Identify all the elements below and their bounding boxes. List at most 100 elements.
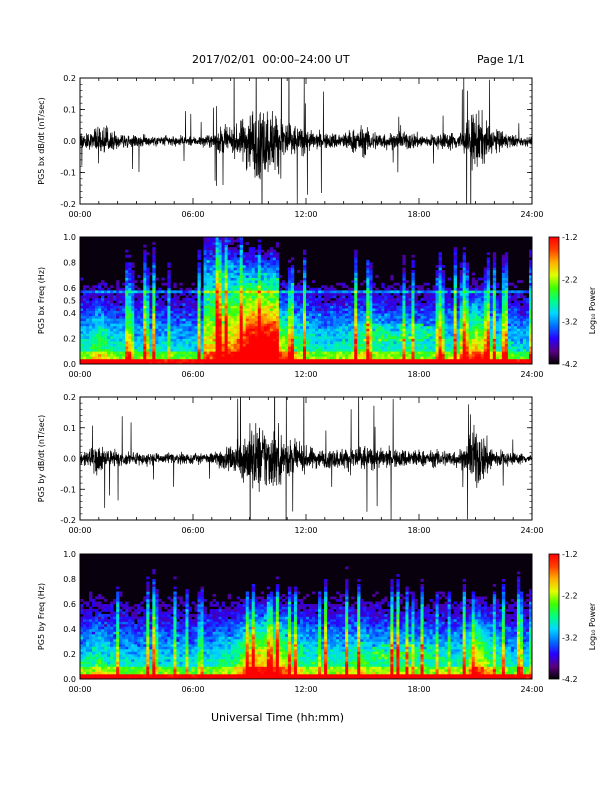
spectrogram-cell xyxy=(227,336,231,339)
spectrogram-cell xyxy=(405,353,409,357)
spectrogram-cell xyxy=(98,305,102,309)
spectrogram-cell xyxy=(471,272,476,276)
spectrogram-cell xyxy=(281,308,286,311)
spectrogram-cell xyxy=(339,282,343,286)
spectrogram-cell xyxy=(339,328,343,332)
spectrogram-cell xyxy=(128,308,132,311)
spectrogram-cell xyxy=(293,351,298,355)
spectrogram-cell xyxy=(104,325,108,329)
spectrogram-cell xyxy=(116,285,120,289)
spectrogram-cell xyxy=(116,308,120,311)
spectrogram-cell xyxy=(369,333,373,337)
spectrogram-cell xyxy=(86,351,90,355)
spectrogram-cell xyxy=(387,313,391,317)
spectrogram-cell xyxy=(131,297,135,301)
spectrogram-cell xyxy=(411,275,415,278)
spectrogram-cell xyxy=(206,325,210,329)
spectrogram-cell xyxy=(315,328,319,332)
spectrogram-cell xyxy=(257,275,262,278)
spectrogram-cell xyxy=(420,305,424,309)
spectrogram-cell xyxy=(312,323,316,327)
spectrogram-cell xyxy=(281,305,286,309)
spectrogram-cell xyxy=(275,353,280,357)
spectrogram-cell xyxy=(242,275,247,278)
spectrogram-cell xyxy=(345,343,349,347)
spectrogram-cell xyxy=(116,356,120,360)
spectrogram-cell xyxy=(170,341,174,344)
spectrogram-cell xyxy=(269,295,274,299)
spectrogram-cell xyxy=(224,287,228,291)
spectrogram-cell xyxy=(333,290,337,294)
spectrogram-cell xyxy=(444,356,448,360)
spectrogram-cell xyxy=(447,330,451,334)
spectrogram-cell xyxy=(471,280,476,284)
spectrogram-cell xyxy=(408,300,412,304)
spectrogram-cell xyxy=(281,341,286,344)
spectrogram-cell xyxy=(396,297,400,301)
spectrogram-cell xyxy=(212,315,216,319)
spectrogram-cell xyxy=(122,303,126,306)
spectrogram-cell xyxy=(260,295,265,299)
spectrogram-cell xyxy=(89,338,93,342)
spectrogram-cell xyxy=(233,310,237,314)
spectrogram-cell xyxy=(251,333,256,337)
spectrogram-cell xyxy=(206,328,210,332)
spectrogram-cell xyxy=(275,323,280,327)
spectrogram-cell xyxy=(188,333,192,337)
spectrogram-cell xyxy=(293,300,298,304)
spectrogram-cell xyxy=(92,361,96,365)
spectrogram-cell xyxy=(173,346,177,350)
spectrogram-cell xyxy=(287,348,292,352)
spectrogram-cell xyxy=(306,358,310,362)
spectrogram-cell xyxy=(330,313,334,317)
spectrogram-cell xyxy=(251,254,256,258)
spectrogram-cell xyxy=(299,290,304,294)
spectrogram-cell xyxy=(312,330,316,334)
spectrogram-cell xyxy=(366,300,370,304)
spectrogram-cell xyxy=(429,295,433,299)
spectrogram-cell xyxy=(381,297,385,301)
spectrogram-cell xyxy=(462,264,466,268)
spectrogram-cell xyxy=(221,361,225,365)
spectrogram-cell xyxy=(354,290,358,294)
spectrogram-cell xyxy=(321,328,325,332)
spectrogram-cell xyxy=(429,310,433,314)
spectrogram-cell xyxy=(131,325,135,329)
spectrogram-cell xyxy=(393,341,397,344)
spectrogram-cell xyxy=(290,308,295,311)
spectrogram-cell xyxy=(312,305,316,309)
spectrogram-cell xyxy=(402,254,406,258)
spectrogram-cell xyxy=(122,313,126,317)
spectrogram-cell xyxy=(188,348,192,352)
spectrogram-cell xyxy=(293,295,298,299)
spectrogram-cell xyxy=(393,358,397,362)
spectrogram-cell xyxy=(239,262,244,266)
spectrogram-cell xyxy=(456,333,460,337)
spectrogram-cell xyxy=(284,320,289,324)
spectrogram-cell xyxy=(441,310,445,314)
spectrogram-cell xyxy=(420,343,424,347)
spectrogram-cell xyxy=(366,270,370,273)
spectrogram-cell xyxy=(369,328,373,332)
spectrogram-cell xyxy=(438,280,442,284)
spectrogram-cell xyxy=(221,315,225,319)
spectrogram-cell xyxy=(158,318,162,322)
spectrogram-cell xyxy=(420,325,424,329)
spectrogram-cell xyxy=(287,323,292,327)
spectrogram-cell xyxy=(372,323,376,327)
spectrogram-cell xyxy=(468,346,473,350)
spectrogram-cell xyxy=(312,287,316,291)
spectrogram-cell xyxy=(465,287,470,291)
spectrogram-cell xyxy=(176,320,180,324)
spectrogram-cell xyxy=(402,353,406,357)
spectrogram-cell xyxy=(251,282,256,286)
spectrogram-cell xyxy=(251,259,256,263)
spectrogram-cell xyxy=(233,292,237,296)
spectrogram-cell xyxy=(230,270,234,273)
spectrogram-cell xyxy=(402,325,406,329)
spectrogram-cell xyxy=(336,305,340,309)
spectrogram-cell xyxy=(89,343,93,347)
spectrogram-cell xyxy=(372,333,376,337)
spectrogram-cell xyxy=(456,361,460,365)
spectrogram-cell xyxy=(170,336,174,339)
